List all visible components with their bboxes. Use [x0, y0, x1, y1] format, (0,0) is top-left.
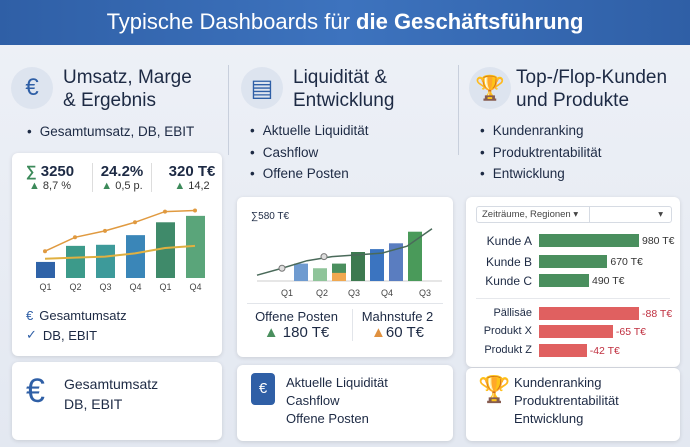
legend-db-ebit: ✓ DB, EBIT — [26, 327, 98, 343]
row-label: Kunde A — [486, 234, 532, 248]
tick-label: Q3 — [419, 288, 431, 298]
line-point — [320, 253, 328, 261]
kpi-ebit: 320 T€ ▲ 14,2 — [168, 163, 216, 192]
trophy-icon: 🏆 — [478, 374, 511, 404]
section-title-liquiditaet: Liquidität & Entwicklung — [293, 67, 395, 111]
bar — [313, 268, 327, 281]
bar-value: 490 T€ — [592, 275, 625, 287]
kpi-dunning: Mahnstufe 2 ▲60 T€ — [352, 309, 442, 341]
row-label: Kunde B — [485, 255, 532, 269]
line-point — [163, 209, 167, 214]
bar-value: -42 T€ — [589, 345, 620, 357]
filter-dropdown[interactable]: Zeiträume, Regionen ▾ ▾ — [476, 206, 672, 223]
bar — [389, 243, 403, 281]
bar-value: 670 T€ — [610, 256, 643, 268]
trophy-icon: 🏆 — [469, 67, 511, 109]
divider — [228, 65, 229, 155]
bar-value: 980 T€ — [642, 235, 675, 247]
bar — [408, 231, 422, 281]
tick-label: Q3 — [348, 288, 360, 298]
tick-label: Q1 — [281, 288, 293, 298]
tick-label: Q4 — [189, 282, 201, 292]
line-point — [73, 235, 77, 240]
euro-icon: € — [11, 67, 53, 109]
euro-icon: € — [26, 372, 45, 410]
bar-value: -65 T€ — [615, 326, 647, 338]
line-point — [133, 220, 137, 225]
ranking-card: Zeiträume, Regionen ▾ ▾ Kunde A 980 T€ Kund… — [466, 197, 680, 367]
divider — [458, 65, 459, 155]
wallet-icon: € — [251, 373, 275, 405]
chart-label: ∑580 T€ — [251, 211, 290, 222]
title-bold: die Geschäftsführung — [356, 9, 584, 34]
ranking-bar — [539, 344, 587, 357]
line-point — [193, 208, 197, 213]
row-label: Pällisäe — [493, 307, 532, 319]
liquidity-summary-card: € Aktuelle Liquidität Cashflow Offene Post… — [237, 365, 453, 441]
legend-revenue: € Gesamtumsatz — [26, 308, 127, 323]
line-series — [44, 244, 196, 260]
kpi-revenue: ∑ 3250 ▲ 8,7 % — [25, 163, 75, 192]
bullet-list: Gesamtumsatz, DB, EBIT — [27, 121, 195, 143]
bar — [351, 252, 365, 281]
bar — [332, 272, 346, 281]
tick-label: Q2 — [69, 282, 81, 292]
line-point — [103, 228, 107, 233]
row-label: Produkt X — [483, 325, 532, 337]
section-title-kunden: Top-/Flop-Kunden und Produkte — [516, 67, 668, 111]
ranking-bar — [539, 255, 608, 268]
bar — [96, 244, 115, 278]
line-series — [44, 209, 196, 252]
row-label: Kunde C — [485, 274, 532, 288]
kpi-open-items: Offene Posten ▲ 180 T€ — [255, 309, 338, 341]
ranking-bar — [539, 307, 639, 320]
kpi-margin: 24.2% ▲ 0,5 p. — [92, 163, 152, 192]
tick-label: Q4 — [381, 288, 393, 298]
chevron-down-icon: ▾ — [658, 209, 663, 220]
revenue-card: ∑ 3250 ▲ 8,7 % 24.2% ▲ 0,5 p. 320 T€ ▲ 14,2… — [12, 153, 222, 356]
tick-label: Q2 — [316, 288, 328, 298]
tick-label: Q1 — [159, 282, 171, 292]
bar — [36, 261, 55, 278]
section-title-umsatz: Umsatz, Marge & Ergebnis — [63, 67, 192, 111]
row-label: Produkt Z — [484, 344, 532, 356]
ranking-bar — [539, 274, 589, 287]
bar — [370, 249, 384, 281]
bar — [66, 245, 85, 278]
document-icon: ▤ — [241, 67, 283, 109]
line-point — [278, 264, 286, 272]
ranking-summary-card: 🏆 Kundenranking Produktrentabilität Entwic… — [466, 368, 680, 441]
ranking-bar — [539, 325, 613, 338]
revenue-chart: Q1 Q2 Q3 Q4 Q1 Q4 — [36, 208, 205, 292]
bar — [186, 215, 205, 278]
page-title: Typische Dashboards für die Geschäftsfüh… — [0, 0, 690, 45]
ranking-bar — [539, 234, 639, 247]
liquidity-chart: Q1 Q2 Q3 Q4 Q3 — [256, 228, 442, 298]
line-point — [43, 249, 47, 254]
tick-label: Q1 — [39, 282, 51, 292]
bullet-list: KundenrankingProduktrentabilitätEntwickl… — [480, 120, 602, 185]
pen-icon: ✓ — [26, 327, 37, 342]
bar — [126, 235, 145, 278]
tick-label: Q3 — [99, 282, 111, 292]
bar — [156, 222, 175, 278]
bar — [294, 263, 308, 281]
revenue-summary-card: € Gesamtumsatz DB, EBIT — [12, 362, 222, 440]
euro-icon: € — [26, 308, 34, 323]
title-text: Typische Dashboards für — [106, 9, 357, 34]
liquidity-card: ∑580 T€ Q1 Q2 Q3 Q4 Q3 Offene Posten ▲ 180 T€… — [237, 197, 453, 357]
bar-value: -88 T€ — [642, 308, 673, 320]
tick-label: Q4 — [129, 282, 141, 292]
line-series — [256, 228, 433, 276]
